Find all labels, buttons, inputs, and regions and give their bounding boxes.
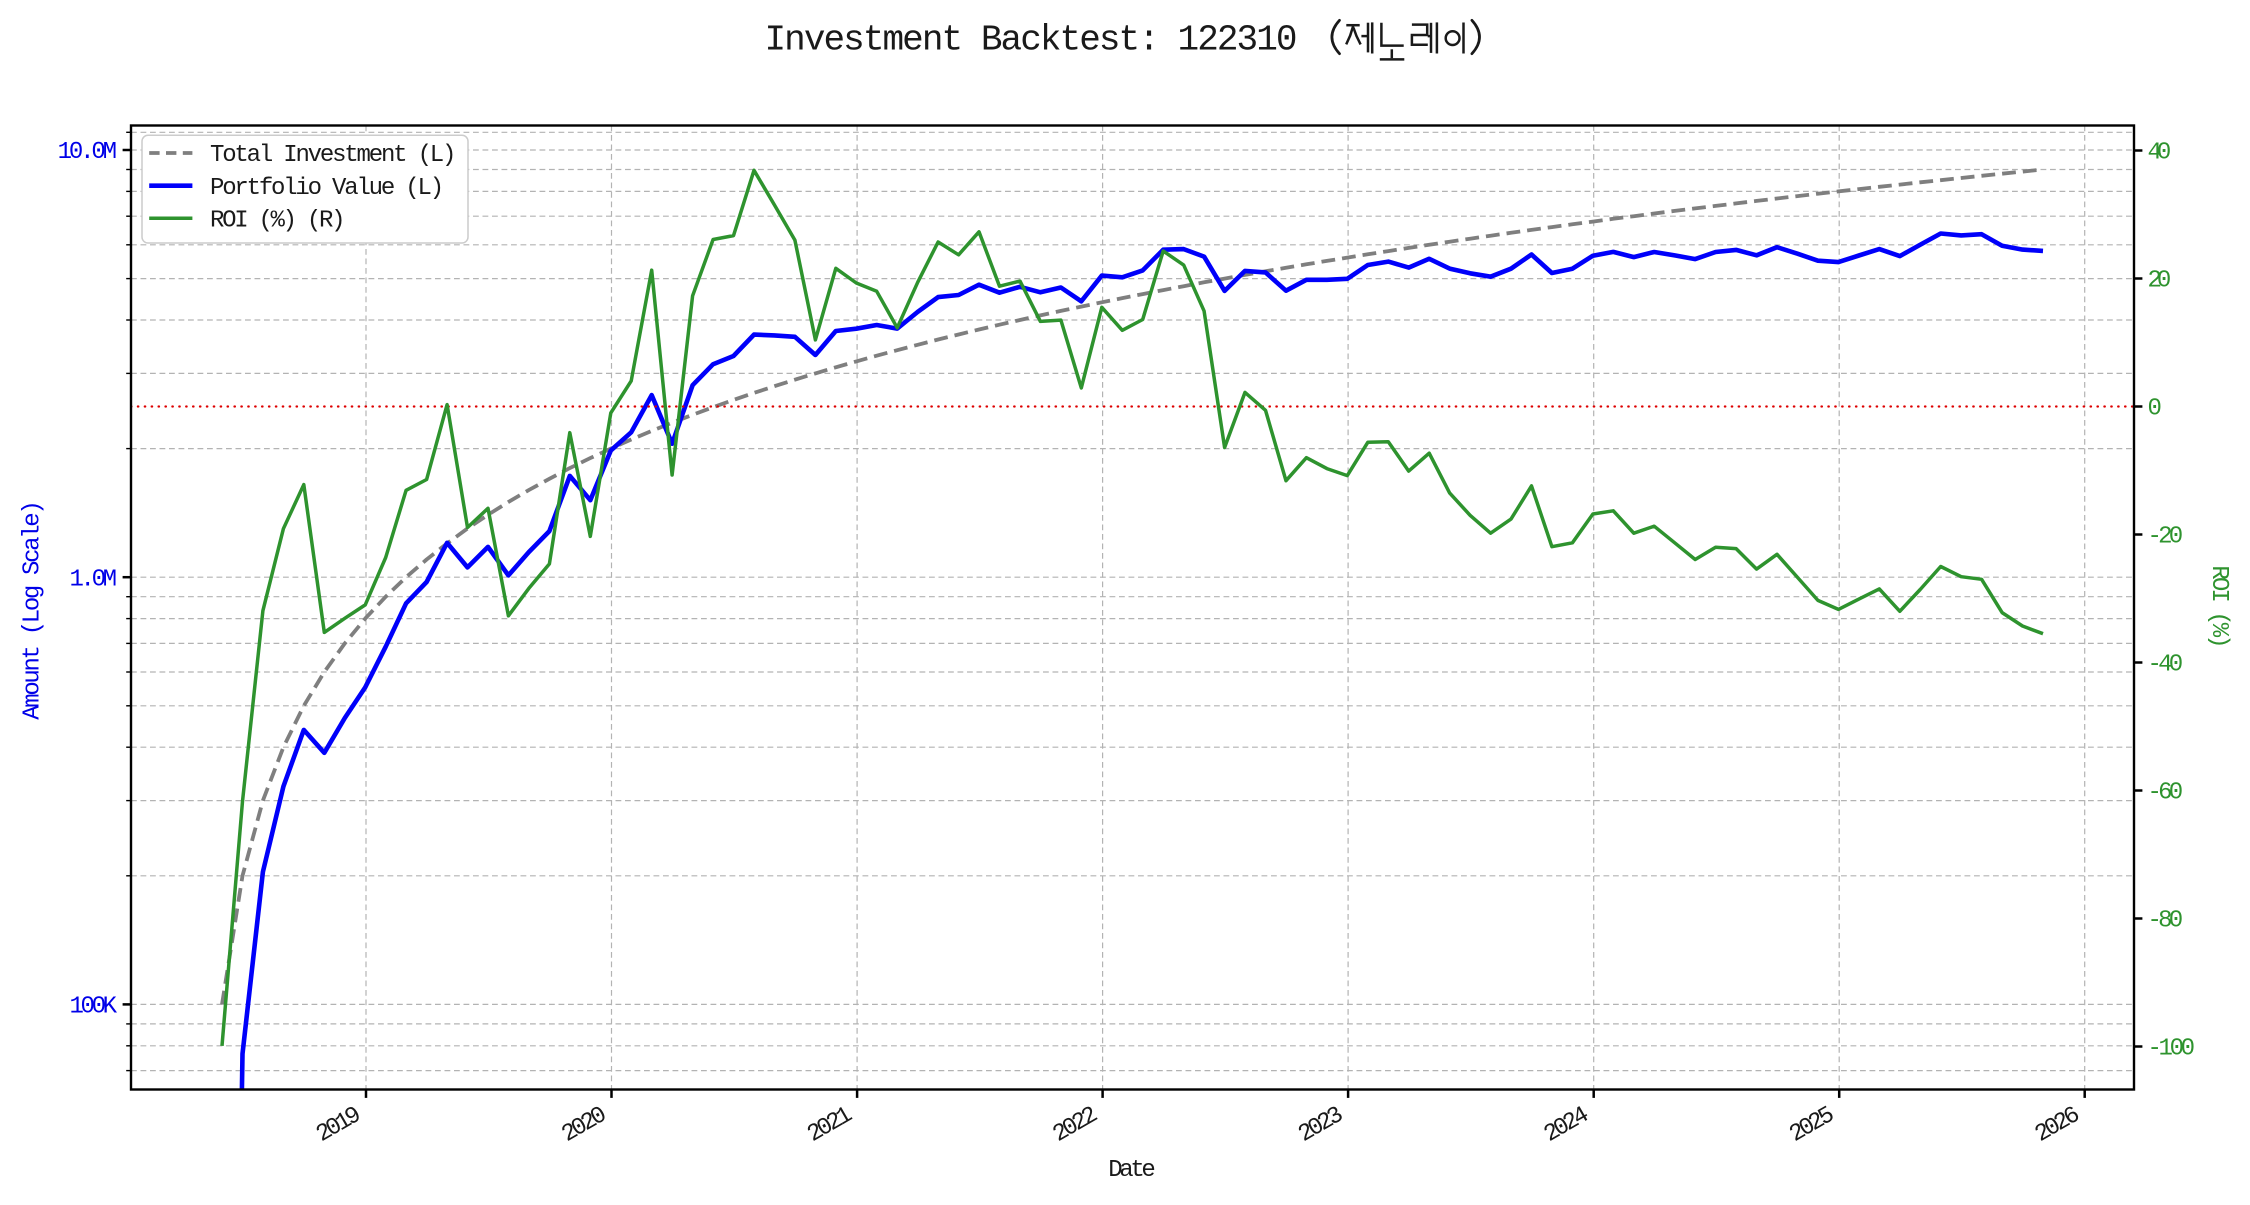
svg-text:ROI (%) (R): ROI (%) (R) xyxy=(210,207,346,234)
svg-text:Total Investment (L): Total Investment (L) xyxy=(210,142,456,169)
svg-text:-100: -100 xyxy=(2148,1036,2196,1063)
svg-text:Date: Date xyxy=(1108,1157,1156,1184)
svg-text:20: 20 xyxy=(2148,268,2172,295)
svg-text:Investment Backtest: 122310: Investment Backtest: 122310 xyxy=(765,20,1298,61)
svg-text:-60: -60 xyxy=(2148,780,2184,807)
svg-text:Amount (Log Scale): Amount (Log Scale) xyxy=(20,500,47,720)
svg-text:-20: -20 xyxy=(2148,524,2184,551)
svg-text:1.0M: 1.0M xyxy=(70,566,118,593)
svg-text:40: 40 xyxy=(2148,140,2172,167)
svg-text:-40: -40 xyxy=(2148,652,2184,679)
svg-text:ROI (%): ROI (%) xyxy=(2205,565,2232,648)
svg-text:Portfolio Value (L): Portfolio Value (L) xyxy=(210,175,444,202)
svg-text:-80: -80 xyxy=(2148,908,2184,935)
svg-text:0: 0 xyxy=(2148,396,2162,423)
svg-text:10.0M: 10.0M xyxy=(58,139,117,166)
svg-text:100K: 100K xyxy=(70,994,118,1021)
